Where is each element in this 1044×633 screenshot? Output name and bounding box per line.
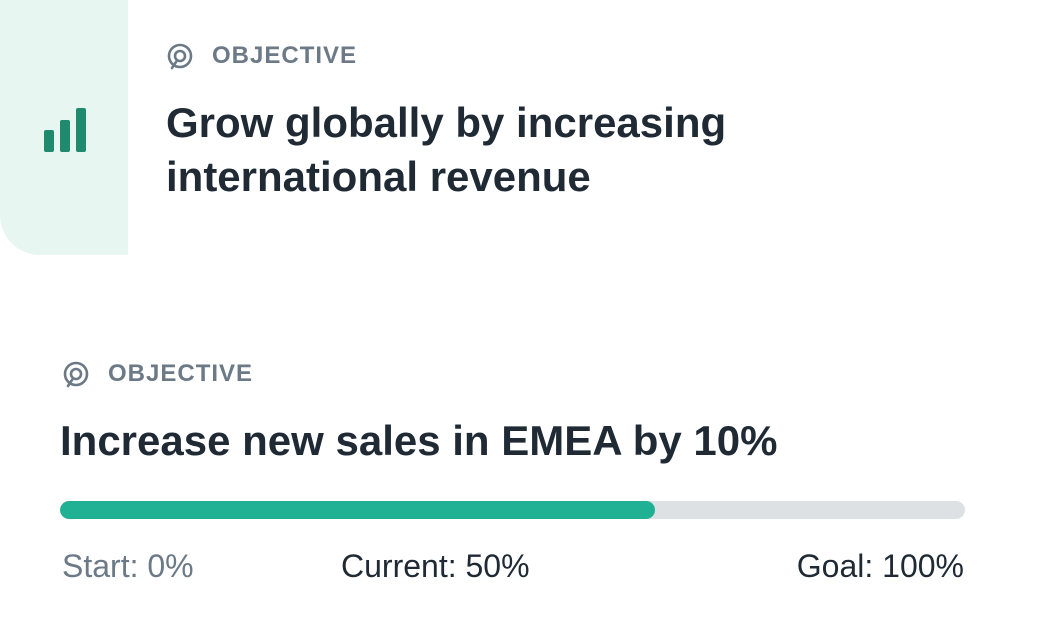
child-objective-eyebrow: OBJECTIVE <box>62 356 253 392</box>
progress-bar-fill <box>60 501 655 519</box>
progress-start-label: Start: 0% <box>62 548 194 584</box>
objective-title[interactable]: Grow globally by increasing internationa… <box>166 99 727 200</box>
objective-eyebrow: OBJECTIVE <box>166 38 357 74</box>
progress-bar <box>60 501 965 519</box>
target-icon <box>167 43 193 70</box>
child-objective-title[interactable]: Increase new sales in EMEA by 10% <box>60 417 778 464</box>
progress-goal-label: Goal: 100% <box>796 548 964 584</box>
target-icon <box>63 361 89 388</box>
progress-current-label: Current: 50% <box>341 548 530 584</box>
objective-icon-tile <box>0 0 128 255</box>
child-objective-eyebrow-label: OBJECTIVE <box>108 360 254 387</box>
objective-eyebrow-label: OBJECTIVE <box>212 42 358 69</box>
bar-chart-icon <box>44 108 86 152</box>
